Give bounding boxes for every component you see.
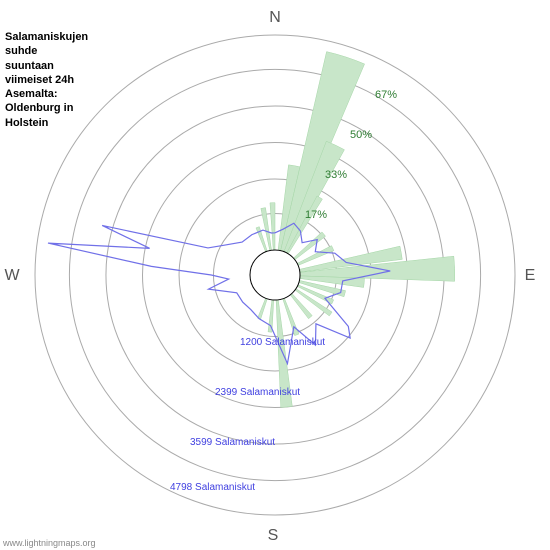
svg-text:W: W [4,267,20,284]
svg-text:4798 Salamaniskut: 4798 Salamaniskut [170,482,255,493]
svg-text:50%: 50% [350,129,372,141]
svg-text:3599 Salamaniskut: 3599 Salamaniskut [190,437,275,448]
svg-text:N: N [269,9,281,26]
svg-text:33%: 33% [325,169,347,181]
svg-text:E: E [525,267,536,284]
svg-text:2399 Salamaniskut: 2399 Salamaniskut [215,387,300,398]
footer-attribution: www.lightningmaps.org [3,538,96,548]
svg-text:67%: 67% [375,89,397,101]
polar-chart: N E S W 17% 33% 50% 67% 1200 Salamaniskut 2399 Sa… [0,0,550,550]
svg-text:1200 Salamaniskut: 1200 Salamaniskut [240,337,325,348]
svg-text:17%: 17% [305,209,327,221]
svg-text:S: S [268,527,279,544]
